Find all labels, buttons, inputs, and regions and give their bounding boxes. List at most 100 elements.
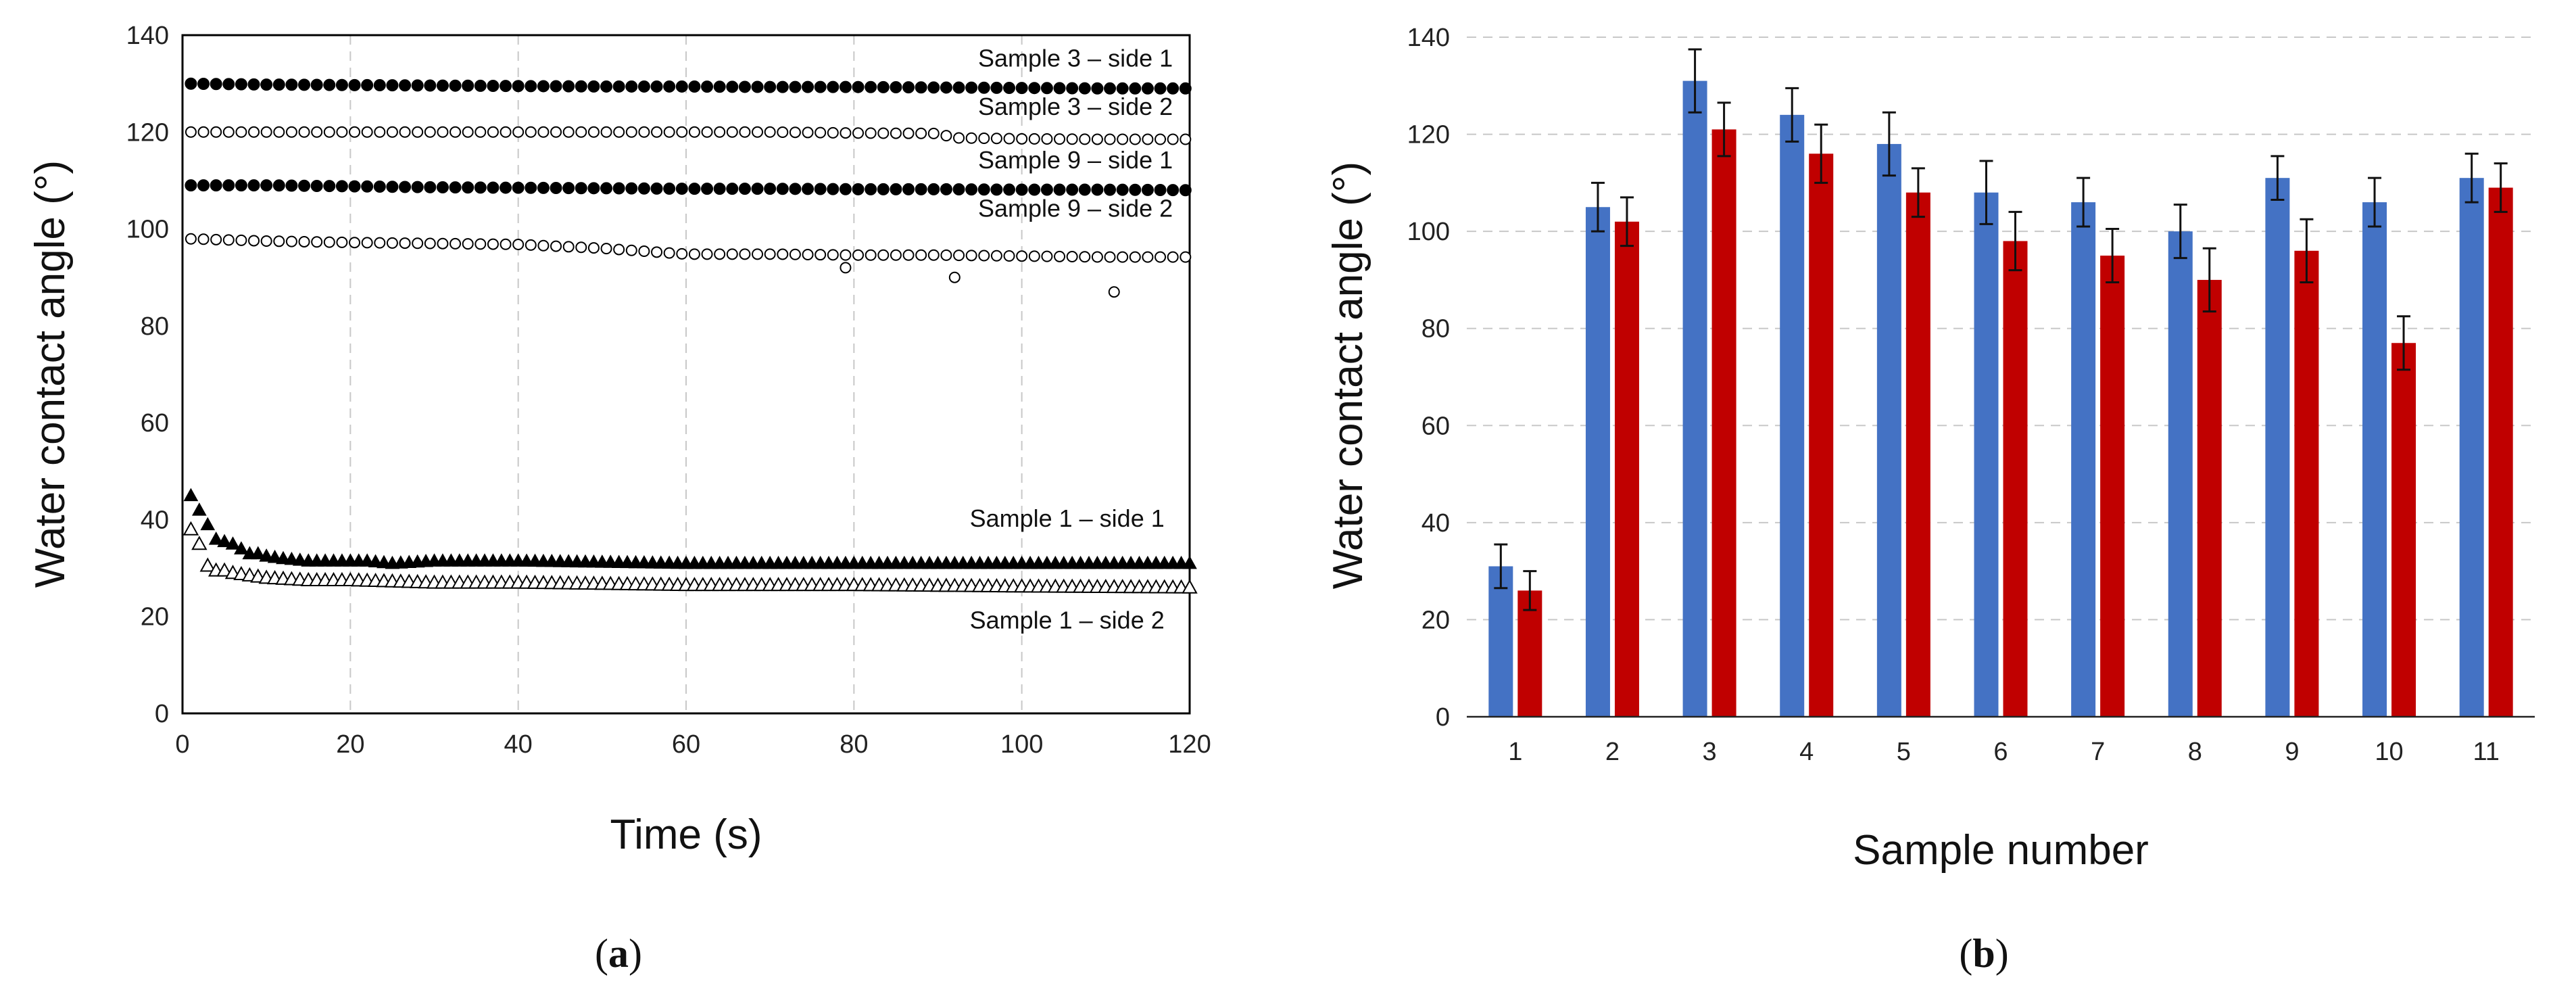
series-point-sample-9-side-1 (235, 179, 247, 192)
series-point-sample-9-side-2 (815, 249, 827, 261)
panel-a-y-tick-label: 80 (141, 312, 169, 341)
series-point-sample-3-side-1 (537, 80, 550, 93)
series-point-sample-3-side-2 (676, 126, 688, 138)
series-point-sample-3-side-1 (1040, 82, 1053, 95)
series-point-sample-9-side-1 (512, 181, 525, 194)
series-point-sample-3-side-2 (1079, 133, 1091, 145)
panel-b-x-tick-label: 4 (1799, 738, 1814, 766)
series-point-sample-9-side-2 (512, 238, 525, 250)
series-point-sample-3-side-2 (349, 126, 361, 138)
series-point-sample-3-side-2 (562, 126, 575, 138)
series-point-sample-9-side-2 (651, 246, 663, 258)
series-point-sample-3-side-1 (235, 78, 247, 91)
series-point-sample-1-side-2 (199, 557, 216, 572)
panel-b-caption-letter: b (1972, 931, 1995, 976)
series-point-sample-9-side-2 (587, 242, 600, 254)
bar-side-2-sample-3 (1711, 129, 1736, 717)
series-point-sample-3-side-1 (1015, 82, 1028, 95)
series-point-sample-1-side-1 (208, 531, 224, 545)
series-point-sample-9-side-2 (197, 233, 210, 245)
series-point-sample-3-side-1 (512, 80, 525, 93)
series-point-sample-3-side-1 (1091, 82, 1104, 95)
series-point-sample-9-side-2 (990, 250, 1002, 262)
series-point-sample-9-side-1 (865, 183, 877, 195)
series-point-sample-3-side-2 (726, 126, 738, 138)
series-point-sample-9-side-1 (1015, 183, 1028, 196)
series-point-sample-9-side-1 (247, 179, 260, 192)
series-point-sample-3-side-2 (462, 126, 474, 138)
series-point-sample-9-side-1 (789, 183, 802, 195)
panel-a-y-tick-label: 120 (126, 118, 169, 147)
series-point-sample-9-side-2 (927, 249, 940, 261)
series-point-sample-9-side-2 (638, 245, 650, 258)
series-point-sample-3-side-2 (764, 126, 776, 138)
panel-a-x-tick-label: 80 (840, 730, 868, 759)
panel-a-x-axis-title: Time (s) (610, 811, 762, 858)
panel-a-x-tick-label: 100 (1000, 730, 1043, 759)
series-point-sample-9-side-2 (915, 249, 927, 261)
series-point-sample-9-side-1 (361, 180, 374, 193)
series-point-sample-9-side-2 (361, 237, 373, 249)
series-point-sample-9-side-1 (335, 180, 348, 193)
series-point-sample-1-side-1 (360, 553, 375, 567)
series-point-sample-9-side-1 (977, 183, 990, 196)
series-point-sample-9-side-1 (587, 182, 600, 195)
series-point-sample-3-side-1 (977, 81, 990, 94)
series-point-sample-9-side-2 (525, 239, 537, 251)
series-point-sample-3-side-1 (663, 80, 676, 93)
series-point-sample-9-side-1 (839, 183, 852, 195)
series-point-sample-3-side-1 (600, 80, 613, 93)
series-point-sample-3-side-1 (726, 80, 739, 93)
series-point-sample-3-side-2 (550, 126, 562, 138)
series-point-sample-1-side-1 (1182, 555, 1197, 569)
series-point-sample-9-side-1 (965, 183, 978, 196)
series-point-sample-1-side-1 (259, 548, 274, 562)
series-point-sample-9-side-2 (311, 236, 323, 248)
series-point-sample-3-side-2 (625, 126, 637, 138)
series-point-sample-3-side-1 (612, 80, 625, 93)
series-point-sample-9-side-2 (902, 249, 915, 261)
bar-side-2-sample-8 (2197, 279, 2222, 717)
bar-side-1-sample-8 (2168, 231, 2193, 717)
panel-b-y-tick-label: 100 (1407, 218, 1450, 246)
panel-a-y-tick-label: 40 (141, 506, 169, 534)
series-point-sample-9-side-1 (1078, 183, 1091, 196)
series-point-sample-3-side-1 (348, 78, 361, 91)
series-point-sample-3-side-1 (738, 80, 751, 93)
series-point-sample-3-side-2 (663, 126, 675, 138)
series-point-sample-3-side-2 (285, 126, 297, 138)
series-point-sample-9-side-1 (323, 180, 336, 193)
panel-b-x-tick-label: 10 (2375, 738, 2403, 766)
series-point-sample-9-side-2 (852, 249, 865, 261)
series-point-sample-3-side-1 (335, 78, 348, 91)
series-point-sample-9-side-2 (701, 248, 713, 260)
bar-side-2-sample-1 (1517, 590, 1542, 717)
series-point-sample-3-side-2 (210, 126, 222, 138)
series-point-sample-1-side-1 (368, 554, 383, 568)
series-point-sample-9-side-2 (1167, 251, 1179, 263)
series-point-sample-3-side-1 (386, 79, 399, 92)
series-point-sample-9-side-2 (285, 235, 297, 247)
series-point-sample-1-side-2 (1182, 579, 1198, 594)
panel-a-plot-frame (181, 34, 1191, 715)
series-point-sample-3-side-2 (927, 127, 940, 139)
series-point-sample-9-side-2 (965, 250, 977, 262)
series-point-sample-9-side-1 (915, 183, 927, 195)
series-point-sample-9-side-1 (990, 183, 1003, 196)
series-point-sample-3-side-1 (550, 80, 562, 93)
series-point-sample-9-side-2 (877, 249, 890, 261)
series-point-sample-3-side-2 (1180, 133, 1192, 145)
series-point-sample-3-side-1 (373, 79, 386, 92)
series-point-sample-9-side-2-outlier (948, 271, 961, 283)
bar-side-1-sample-6 (1974, 192, 1999, 717)
series-point-sample-3-side-1 (965, 81, 978, 94)
series-point-sample-9-side-1 (436, 181, 449, 194)
series-point-sample-1-side-1 (250, 546, 266, 560)
series-point-sample-9-side-1 (1104, 183, 1117, 196)
series-point-sample-9-side-2 (1003, 250, 1015, 262)
series-point-sample-9-side-2 (323, 236, 335, 248)
panel-b-y-tick-label: 80 (1421, 315, 1450, 344)
series-point-sample-3-side-2 (739, 126, 751, 138)
panel-b-x-tick-label: 1 (1508, 738, 1522, 766)
series-point-sample-9-side-1 (902, 183, 915, 195)
